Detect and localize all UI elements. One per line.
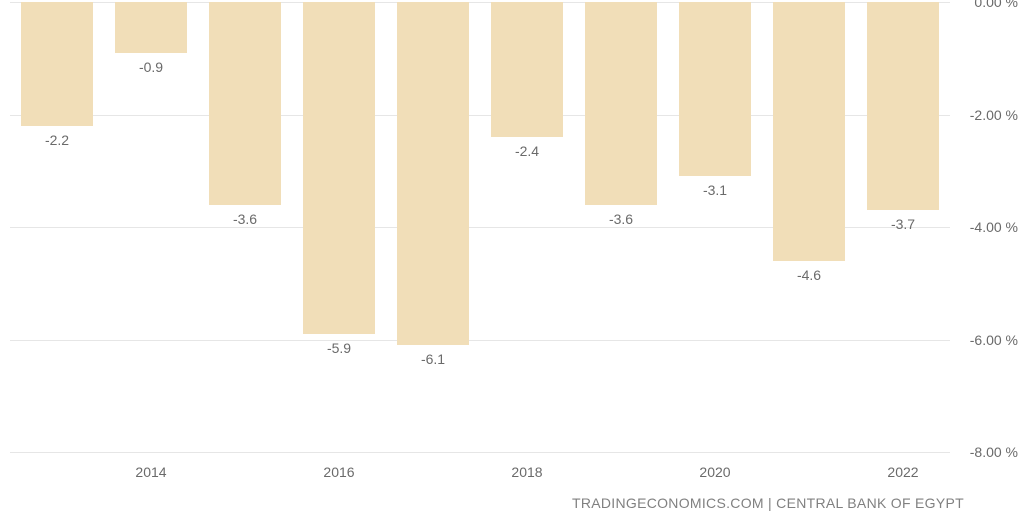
x-axis-tick-label: 2014 [135,464,166,480]
x-axis-tick-label: 2016 [323,464,354,480]
x-axis-tick-label: 2018 [511,464,542,480]
y-axis-tick-label: -4.00 % [970,219,1018,235]
gridline [10,340,950,341]
gridline [10,452,950,453]
bar-value-label: -5.9 [327,340,351,356]
source-attribution: TRADINGECONOMICS.COM | CENTRAL BANK OF E… [572,495,964,511]
bar-value-label: -3.1 [703,182,727,198]
y-axis-tick-label: -8.00 % [970,444,1018,460]
bar-value-label: -0.9 [139,59,163,75]
bar-value-label: -2.4 [515,143,539,159]
bar [21,2,92,126]
y-axis-tick-label: -6.00 % [970,332,1018,348]
bar-value-label: -3.6 [233,211,257,227]
bar [867,2,938,210]
y-axis-tick-label: 0.00 % [974,0,1018,10]
bar-value-label: -2.2 [45,132,69,148]
bar-value-label: -3.7 [891,216,915,232]
bar [773,2,844,261]
bar-value-label: -6.1 [421,351,445,367]
x-axis-tick-label: 2022 [887,464,918,480]
bar [303,2,374,334]
bar [397,2,468,345]
bar [115,2,186,53]
bar-value-label: -3.6 [609,211,633,227]
bar [679,2,750,176]
bar [209,2,280,205]
bar [491,2,562,137]
bar [585,2,656,205]
chart-container: TRADINGECONOMICS.COM | CENTRAL BANK OF E… [0,0,1024,519]
x-axis-tick-label: 2020 [699,464,730,480]
y-axis-tick-label: -2.00 % [970,107,1018,123]
bar-value-label: -4.6 [797,267,821,283]
